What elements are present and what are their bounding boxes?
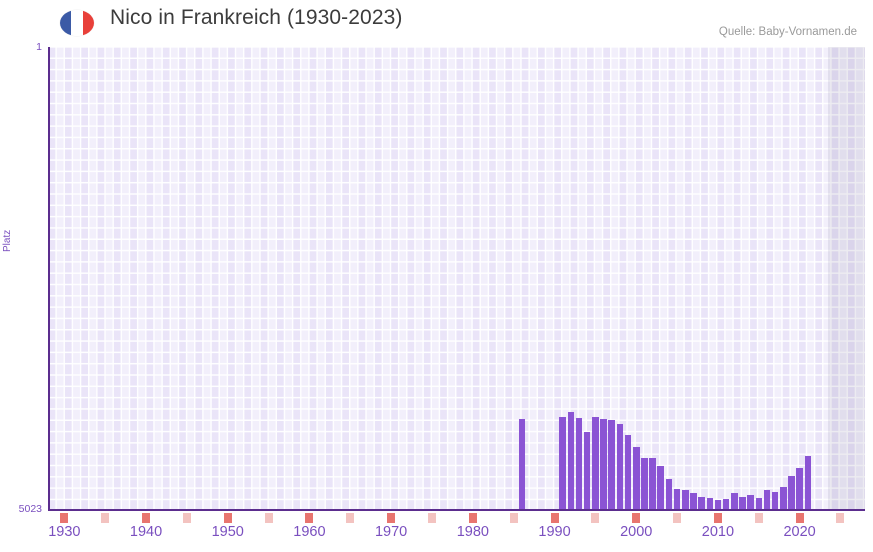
x-tick-major (223, 513, 232, 523)
x-axis-tick-label: 2000 (620, 524, 653, 540)
bar (641, 458, 648, 511)
bar (739, 496, 746, 511)
x-axis-tick-label: 1950 (211, 524, 244, 540)
x-tick-minor (346, 513, 355, 523)
bar (575, 418, 583, 511)
x-axis-tick-strip (48, 513, 865, 523)
bar (567, 411, 575, 511)
x-tick-major (632, 513, 641, 523)
grid-lines (48, 47, 865, 511)
x-tick-major (550, 513, 559, 523)
x-tick-minor (591, 513, 600, 523)
page-title: Nico in Frankreich (1930-2023) (110, 6, 403, 29)
bar (763, 490, 771, 511)
bar (665, 479, 673, 511)
x-axis-tick-label: 1980 (456, 524, 489, 540)
bar (673, 489, 681, 511)
y-axis-tick-top: 1 (36, 41, 42, 53)
y-axis-label: Platz (2, 229, 13, 252)
bar (592, 416, 599, 511)
bar (559, 416, 566, 511)
out-of-range-shade (828, 47, 865, 511)
x-axis-tick-label: 1990 (538, 524, 571, 540)
france-flag-icon (60, 10, 94, 36)
plot-area (48, 47, 865, 511)
bar (804, 456, 812, 511)
x-tick-minor (673, 513, 682, 523)
x-axis-labels: 1930 1940 1950 1960 1970 1980 1990 2000 2010 2020 (0, 524, 873, 550)
bar (649, 458, 656, 511)
x-tick-minor (264, 513, 273, 523)
x-tick-minor (427, 513, 436, 523)
x-axis-tick-label: 1960 (293, 524, 326, 540)
chart-header: Nico in Frankreich (1930-2023) Quelle: B… (0, 0, 873, 46)
x-axis-tick-label: 1970 (374, 524, 408, 540)
x-tick-major (60, 513, 69, 523)
bar (583, 432, 591, 511)
x-tick-minor (754, 513, 763, 523)
bar (731, 493, 738, 511)
x-tick-minor (101, 513, 110, 523)
bar (771, 492, 779, 511)
x-tick-major (305, 513, 314, 523)
bar (600, 419, 607, 511)
bar (624, 434, 632, 511)
bar (657, 466, 664, 511)
bar (518, 418, 526, 511)
x-tick-minor (182, 513, 191, 523)
x-tick-major (142, 513, 151, 523)
source-credit: Quelle: Baby-Vornamen.de (718, 26, 857, 38)
bar (796, 468, 803, 511)
bar (706, 497, 714, 511)
y-axis-tick-bottom: 5023 (18, 503, 42, 515)
x-tick-major (468, 513, 477, 523)
bar (714, 499, 722, 511)
bar (780, 486, 787, 511)
x-axis-tick-label: 2010 (701, 524, 735, 540)
x-axis-tick-label: 1930 (48, 524, 81, 540)
x-tick-major (713, 513, 722, 523)
bar (690, 493, 697, 511)
bar (747, 495, 754, 511)
bar (608, 419, 615, 511)
bar (681, 490, 689, 511)
bar (698, 496, 705, 511)
x-tick-minor (509, 513, 518, 523)
y-axis-line (48, 47, 50, 511)
x-tick-major (795, 513, 804, 523)
x-axis-tick-label: 2020 (783, 524, 816, 540)
bar (722, 498, 730, 511)
bar (616, 423, 624, 511)
x-tick-minor (836, 513, 845, 523)
bar (632, 446, 640, 511)
bar (788, 475, 795, 511)
x-axis-tick-label: 1940 (129, 524, 163, 540)
bar (755, 497, 763, 511)
x-axis-line (48, 509, 865, 511)
x-tick-major (387, 513, 396, 523)
